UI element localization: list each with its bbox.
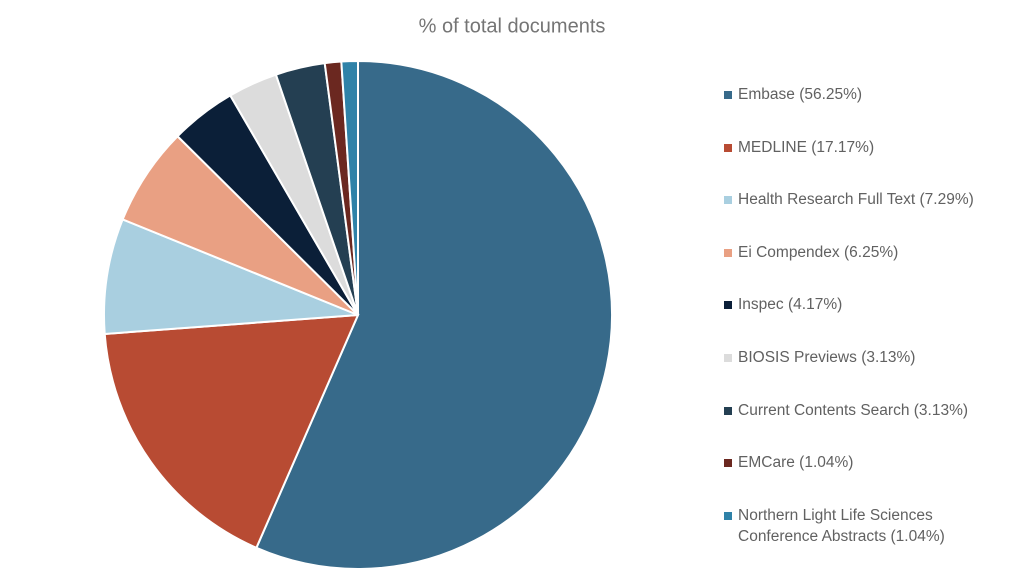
legend-swatch	[724, 143, 732, 152]
legend-value: (4.17%)	[787, 296, 843, 314]
legend-entry: Ei Compendex (6.25%)	[724, 242, 1010, 295]
legend-value: (56.25%)	[799, 86, 863, 103]
legend-swatch	[724, 511, 732, 520]
pie-slice	[103, 313, 360, 550]
legend-label: BIOSIS Previews	[738, 348, 857, 366]
legend-swatch	[724, 459, 732, 468]
legend-label: EMCare	[738, 454, 795, 472]
legend-value: (3.13%)	[913, 401, 969, 419]
legend-entry: MEDLINE (17.17%)	[724, 137, 1010, 190]
legend-label: Current Contents Search	[738, 401, 910, 419]
legend-swatch	[724, 248, 732, 257]
legend-swatch	[724, 196, 732, 205]
legend-entry: Health Research Full Text (7.29%)	[724, 189, 1010, 242]
legend-swatch	[724, 301, 732, 310]
legend-entry: Embase (56.25%)	[724, 84, 1010, 137]
legend-label: Health Research Full Text	[738, 191, 916, 209]
legend-value: (6.25%)	[843, 243, 899, 261]
legend-entry: Current Contents Search (3.13%)	[724, 400, 1010, 453]
legend-entry: BIOSIS Previews (3.13%)	[724, 347, 1010, 400]
legend-label: Northern Light Life Sciences Conference …	[738, 506, 933, 545]
legend-swatch	[724, 353, 732, 362]
legend-value: (17.17%)	[811, 138, 875, 156]
legend-label: Ei Compendex	[738, 243, 840, 261]
legend-label: Inspec	[738, 296, 784, 314]
pie-slice	[103, 218, 359, 336]
pie-slice	[340, 59, 359, 316]
chart-title: % of total documents	[419, 15, 606, 37]
legend-value: (3.13%)	[861, 348, 916, 366]
legend-label: Embase	[738, 86, 795, 103]
legend-swatch	[724, 91, 732, 99]
legend-value: (1.04%)	[799, 454, 854, 472]
legend-entry: EMCare (1.04%)	[724, 452, 1010, 505]
legend-entry: Northern Light Life Sciences Conference …	[724, 505, 1010, 558]
legend-swatch	[724, 406, 732, 415]
legend-value: (1.04%)	[890, 527, 945, 545]
legend-entry: Inspec (4.17%)	[724, 294, 1010, 347]
legend-value: (7.29%)	[919, 191, 974, 209]
pie-slice	[255, 59, 613, 570]
legend-label: MEDLINE	[738, 138, 807, 156]
legend: Embase (56.25%) MEDLINE (17.17%) Health Re…	[724, 84, 1010, 557]
